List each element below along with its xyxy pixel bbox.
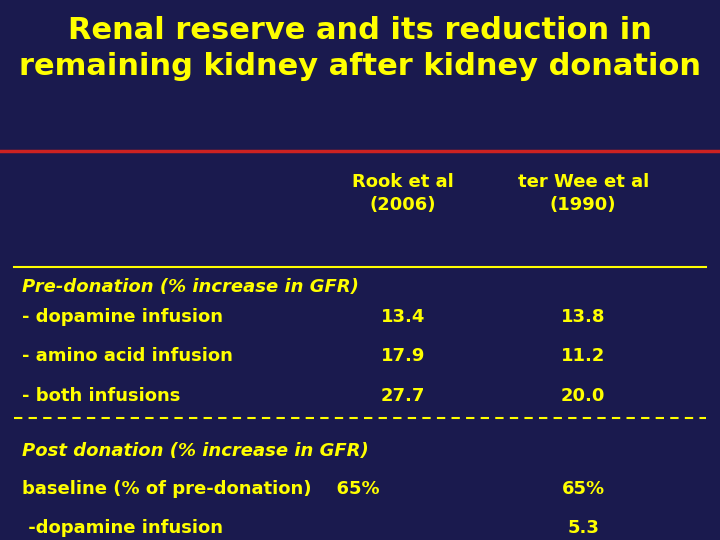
Text: - both infusions: - both infusions bbox=[22, 387, 180, 404]
Text: -dopamine infusion: -dopamine infusion bbox=[22, 519, 222, 537]
Text: 17.9: 17.9 bbox=[381, 347, 426, 365]
Text: - amino acid infusion: - amino acid infusion bbox=[22, 347, 233, 365]
Text: ter Wee et al
(1990): ter Wee et al (1990) bbox=[518, 173, 649, 214]
Text: 65%: 65% bbox=[562, 480, 605, 498]
Text: 13.8: 13.8 bbox=[561, 308, 606, 326]
Text: - dopamine infusion: - dopamine infusion bbox=[22, 308, 222, 326]
Text: Pre-donation (% increase in GFR): Pre-donation (% increase in GFR) bbox=[22, 278, 359, 296]
Text: Rook et al
(2006): Rook et al (2006) bbox=[352, 173, 454, 214]
Text: 27.7: 27.7 bbox=[381, 387, 426, 404]
Text: 13.4: 13.4 bbox=[381, 308, 426, 326]
Text: baseline (% of pre-donation)    65%: baseline (% of pre-donation) 65% bbox=[22, 480, 379, 498]
Text: 11.2: 11.2 bbox=[561, 347, 606, 365]
Text: 20.0: 20.0 bbox=[561, 387, 606, 404]
Text: Renal reserve and its reduction in
remaining kidney after kidney donation: Renal reserve and its reduction in remai… bbox=[19, 16, 701, 81]
Text: 5.3: 5.3 bbox=[567, 519, 599, 537]
Text: Post donation (% increase in GFR): Post donation (% increase in GFR) bbox=[22, 442, 369, 460]
